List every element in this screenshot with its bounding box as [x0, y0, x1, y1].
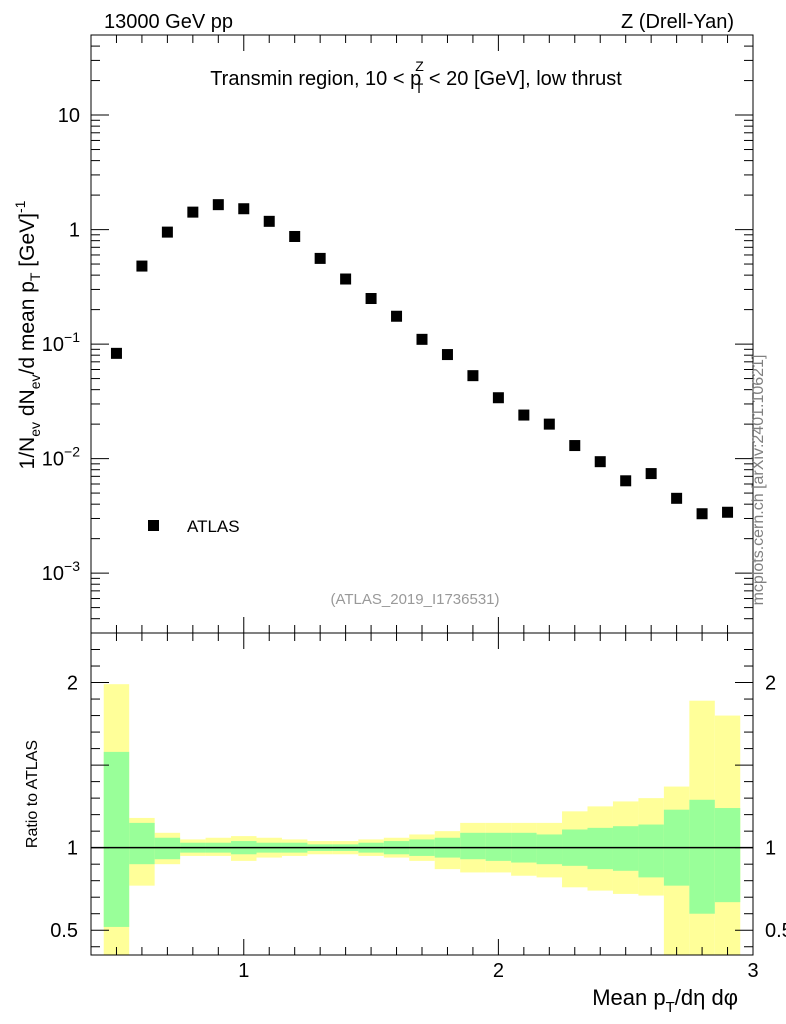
inner-band-bin [689, 799, 715, 914]
inner-band-bin [714, 808, 741, 903]
data-point [492, 392, 504, 404]
inner-band-bin [587, 827, 613, 870]
data-point [212, 199, 224, 211]
x-axis-label-sub: T [666, 999, 675, 1016]
inner-band-bin [485, 832, 512, 861]
data-point [161, 226, 173, 238]
ratio-y-tick-labels: 0.5 0.5 1 1 2 2 [50, 673, 786, 943]
inner-band-bin [103, 751, 130, 927]
x-axis-label-suffix: /dη dφ [675, 985, 738, 1010]
data-point [110, 347, 122, 359]
main-y-tick-label: 10−1 [42, 329, 80, 356]
x-axis-label-prefix: Mean p [592, 985, 665, 1010]
x-tick-label: 1 [238, 960, 249, 982]
data-point [696, 508, 708, 520]
data-point [594, 456, 606, 468]
ratio-panel: 0.5 0.5 1 1 2 2 1 2 3 Ratio to ATLAS Mean pT/dη… [24, 632, 786, 1016]
main-panel: Transmin region, 10 < pZ T < 20 [GeV], lo… [12, 34, 754, 634]
data-point [645, 468, 657, 480]
data-point [238, 203, 250, 215]
energy-label: 13000 GeV pp [104, 11, 233, 33]
ratio-y-tick-label: 0.5 [50, 920, 78, 942]
main-title-prefix: Transmin region, 10 < p [210, 68, 421, 90]
process-label: Z (Drell-Yan) [621, 11, 734, 33]
data-point [416, 333, 428, 345]
data-point [671, 492, 683, 504]
main-title-sub: T [415, 80, 424, 96]
ratio-y-tick-label-right: 2 [765, 673, 776, 695]
inner-band-bin [154, 837, 181, 860]
analysis-watermark: (ATLAS_2019_I1736531) [330, 591, 499, 608]
ratio-uncertainty-bands [103, 684, 741, 955]
ratio-y-axis-label: Ratio to ATLAS [24, 740, 41, 848]
legend: ATLAS [148, 517, 240, 536]
ratio-y-tick-label: 1 [67, 838, 78, 860]
main-title-sup: Z [415, 58, 424, 74]
data-point [340, 273, 352, 285]
ratio-y-tick-label-right: 0.5 [765, 920, 786, 942]
data-point [289, 230, 301, 242]
ratio-axis-ticks [91, 632, 754, 955]
x-tick-label: 3 [747, 960, 758, 982]
main-data-markers [110, 199, 734, 520]
data-point [722, 506, 734, 518]
credit-label: mcplots.cern.ch [arXiv:2401.10621] [750, 355, 767, 606]
legend-marker [148, 520, 159, 531]
main-y-tick-label: 10−3 [42, 558, 80, 585]
main-y-tick-label: 1 [69, 220, 80, 242]
main-y-tick-labels: 10 1 10−1 10−2 10−3 [42, 105, 80, 585]
main-title-suffix: < 20 [GeV], low thrust [423, 68, 622, 90]
ratio-plot-frame [90, 632, 754, 956]
data-point [136, 260, 148, 272]
data-point [518, 409, 530, 421]
data-point [314, 252, 326, 264]
inner-band-bin [460, 832, 486, 860]
data-point [620, 475, 632, 487]
legend-label: ATLAS [187, 517, 240, 536]
data-point [543, 418, 555, 430]
main-y-tick-label: 10−2 [42, 444, 80, 471]
inner-band-bin [638, 824, 664, 878]
data-point [187, 206, 199, 218]
main-title: Transmin region, 10 < pZ T < 20 [GeV], lo… [210, 58, 622, 96]
x-tick-label: 2 [493, 960, 504, 982]
data-point [391, 310, 403, 322]
ratio-y-tick-label: 2 [67, 673, 78, 695]
data-point [467, 370, 479, 382]
inner-band-bin [129, 822, 155, 865]
data-point [441, 349, 453, 361]
main-y-axis-label: 1/Nev dNev/d mean pT [GeV]-1 [12, 200, 43, 469]
data-point [365, 293, 377, 305]
data-point [569, 440, 581, 452]
ratio-y-tick-label-right: 1 [765, 838, 776, 860]
data-point [263, 215, 275, 227]
x-axis-label: Mean pT/dη dφ [592, 985, 738, 1016]
x-tick-labels: 1 2 3 [238, 960, 758, 982]
inner-band-bin [612, 826, 639, 871]
inner-band-bin [536, 834, 563, 865]
main-y-tick-label: 10 [58, 105, 80, 127]
